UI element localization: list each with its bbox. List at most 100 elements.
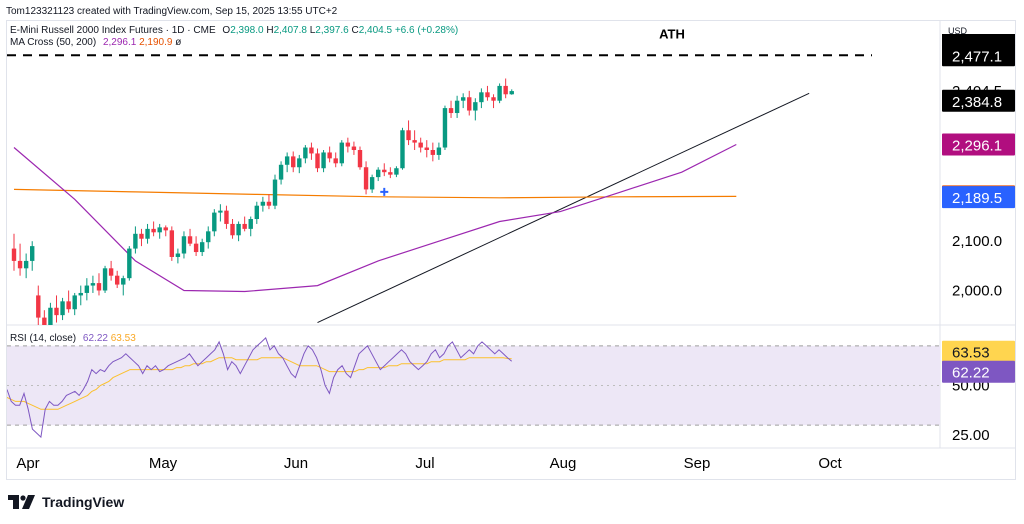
tradingview-brand: TradingView <box>42 494 125 510</box>
low-label: L <box>309 25 316 36</box>
close-label: C <box>351 25 359 36</box>
ma-legend[interactable]: MA Cross (50, 200) 2,296.1 2,190.9 ø <box>10 37 181 48</box>
symbol-legend[interactable]: E-Mini Russell 2000 Index Futures · 1D ·… <box>10 25 458 36</box>
candle <box>96 273 102 296</box>
candle <box>479 88 484 109</box>
candle <box>54 295 59 323</box>
price-tick-label: 2,000.0 <box>952 282 1002 299</box>
candle <box>236 221 241 242</box>
candle <box>169 226 175 261</box>
tradingview-logo-icon <box>8 495 35 509</box>
candle-body <box>212 212 217 232</box>
candle <box>206 226 211 249</box>
candle <box>454 95 460 118</box>
candle-body <box>139 233 144 239</box>
candle-body <box>175 253 181 257</box>
candle-body <box>424 147 429 150</box>
candle-body <box>315 153 320 169</box>
candle <box>145 223 150 244</box>
price-label-ath <box>942 44 1015 67</box>
candle-body <box>127 248 132 279</box>
candle-body <box>11 248 17 261</box>
candle <box>11 233 17 271</box>
main-pane <box>7 54 872 325</box>
candle-body <box>406 130 411 141</box>
candle <box>230 219 235 239</box>
candle-body <box>376 169 381 178</box>
candle <box>284 152 290 173</box>
candle <box>442 105 448 150</box>
candle-body <box>266 201 272 206</box>
rsi-legend[interactable]: RSI (14, close) 62.22 63.53 <box>10 333 136 344</box>
tradingview-logo[interactable]: TradingView <box>8 494 124 510</box>
candle-body <box>248 219 253 229</box>
candle <box>102 265 108 293</box>
candle-body <box>193 243 199 253</box>
candle-body <box>54 307 59 316</box>
price-label-text: 2,477.1 <box>952 48 1002 65</box>
candle <box>297 154 302 174</box>
top-caption: Tom123321123 created with TradingView.co… <box>6 6 338 17</box>
candle-body <box>321 152 326 169</box>
rsi-band <box>7 345 940 426</box>
candle <box>345 137 351 153</box>
candle-body <box>272 179 278 206</box>
candle-body <box>303 147 308 159</box>
candle-body <box>309 147 314 154</box>
candle <box>406 120 411 146</box>
candle-body <box>199 242 205 253</box>
candle-body <box>291 156 296 168</box>
candle-body <box>145 228 150 239</box>
candle <box>108 260 114 281</box>
candle-body <box>48 307 53 325</box>
candle-body <box>363 167 369 190</box>
candle-body <box>102 268 108 291</box>
ma-50-line <box>13 143 737 293</box>
candle-body <box>284 156 290 165</box>
chart-frame <box>6 20 1016 480</box>
candle <box>321 149 326 173</box>
price-tick-label: 2,100.0 <box>952 233 1002 250</box>
candle-body <box>187 236 193 244</box>
candle-body <box>339 142 344 164</box>
candle <box>473 98 478 121</box>
candle <box>369 174 375 193</box>
candle-body <box>23 260 29 269</box>
candle-body <box>169 230 175 257</box>
candle <box>78 285 83 306</box>
candle-body <box>412 140 417 143</box>
candle-body <box>327 152 332 159</box>
candle-body <box>242 223 247 229</box>
rsi-label: RSI (14, close) <box>10 333 77 344</box>
price-label-ghost <box>942 34 1015 46</box>
trendline <box>317 92 810 323</box>
candle <box>151 221 156 237</box>
candle <box>460 93 466 109</box>
time-tick-label: May <box>149 455 178 472</box>
candle-body <box>460 97 466 101</box>
candle <box>60 297 65 321</box>
candle-body <box>503 85 508 95</box>
rsi-label-rsi <box>942 360 1015 383</box>
candle <box>193 236 199 256</box>
candle-body <box>206 231 211 243</box>
currency-label: USD <box>948 26 968 36</box>
time-tick-label: Apr <box>16 455 39 472</box>
candle <box>491 94 496 109</box>
candle-body <box>418 142 423 148</box>
price-label-text: 2,189.5 <box>952 190 1002 207</box>
candle-body <box>218 210 223 213</box>
candle-body <box>473 102 478 111</box>
candle-body <box>278 164 284 180</box>
candle <box>17 243 23 276</box>
candle-body <box>509 91 514 95</box>
cross-marker <box>380 187 389 196</box>
candle-body <box>388 172 393 175</box>
candle <box>42 310 47 325</box>
ma-flag: ø <box>175 37 182 48</box>
candle <box>503 78 508 99</box>
candle <box>448 100 454 118</box>
candle <box>242 216 247 232</box>
candle-body <box>442 108 448 148</box>
